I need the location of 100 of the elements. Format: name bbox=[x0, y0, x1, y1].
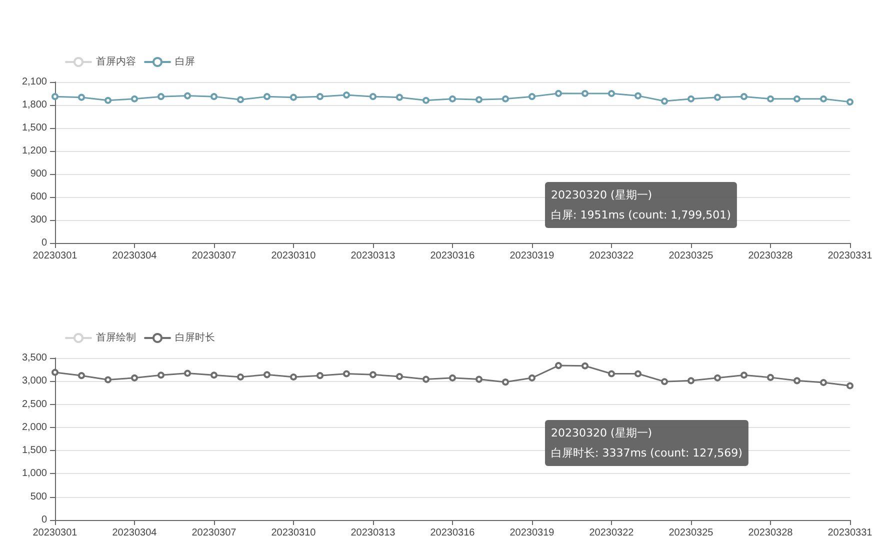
y-tick-label: 900 bbox=[30, 168, 48, 180]
x-tick-label: 20230301 bbox=[32, 528, 78, 538]
x-tick-label: 20230316 bbox=[430, 250, 476, 262]
point bbox=[476, 376, 482, 383]
x-tick-label: 20230319 bbox=[510, 250, 555, 262]
point bbox=[688, 377, 694, 384]
point bbox=[634, 370, 642, 378]
y-tick-label: 2,000 bbox=[22, 422, 48, 433]
x-tick-label: 20230313 bbox=[350, 250, 396, 262]
y-tick-label: 300 bbox=[30, 214, 48, 226]
legend-label: 白屏 bbox=[175, 56, 195, 68]
point bbox=[555, 362, 562, 370]
x-tick-label: 20230304 bbox=[112, 250, 158, 262]
y-tick-label: 2,100 bbox=[22, 76, 48, 88]
x-tick-label: 20230331 bbox=[828, 250, 873, 262]
point bbox=[290, 373, 297, 380]
y-tick-label: 1,500 bbox=[22, 445, 48, 456]
point bbox=[264, 371, 270, 378]
x-tick-label: 20230322 bbox=[589, 250, 634, 262]
point bbox=[316, 93, 324, 100]
point bbox=[846, 98, 854, 106]
point bbox=[528, 374, 536, 382]
legend-label: 首屏绘制 bbox=[96, 332, 136, 344]
point bbox=[502, 95, 509, 102]
point bbox=[714, 94, 721, 101]
annotation: 白屏时长: 3337ms (count: 127,569) bbox=[551, 446, 742, 460]
point bbox=[290, 94, 297, 101]
point bbox=[370, 371, 376, 378]
x-tick-label: 20230331 bbox=[828, 528, 873, 538]
point bbox=[661, 378, 668, 386]
point bbox=[422, 376, 430, 383]
annotation: 20230320 (星期一) bbox=[551, 188, 652, 202]
point bbox=[184, 370, 191, 377]
point bbox=[449, 374, 456, 382]
point bbox=[158, 372, 164, 379]
x-tick-label: 20230325 bbox=[668, 250, 714, 262]
point bbox=[846, 382, 854, 390]
point bbox=[794, 95, 800, 102]
point bbox=[528, 93, 536, 100]
legend-label: 白屏时长 bbox=[175, 332, 215, 344]
x-tick-label: 20230328 bbox=[748, 528, 794, 538]
x-tick-label: 20230304 bbox=[112, 528, 158, 538]
y-tick-label: 1,000 bbox=[22, 468, 48, 480]
point bbox=[555, 90, 562, 97]
point bbox=[661, 98, 668, 105]
point bbox=[449, 95, 456, 102]
point bbox=[210, 93, 218, 100]
point bbox=[104, 96, 112, 104]
y-tick-label: 0 bbox=[41, 514, 48, 526]
point bbox=[316, 372, 324, 380]
point bbox=[210, 372, 218, 379]
y-tick-label: 1,500 bbox=[22, 122, 48, 134]
x-tick-label: 20230310 bbox=[271, 528, 316, 538]
point bbox=[237, 96, 244, 104]
point bbox=[52, 93, 58, 100]
legend-label: 首屏内容 bbox=[96, 56, 136, 68]
y-tick-label: 1,200 bbox=[22, 146, 48, 156]
x-tick-label: 20230316 bbox=[430, 528, 476, 538]
point bbox=[740, 93, 748, 100]
point bbox=[78, 372, 85, 380]
point bbox=[820, 379, 827, 386]
x-tick-label: 20230319 bbox=[510, 528, 555, 538]
annotation: 20230320 (星期一) bbox=[551, 426, 652, 440]
point bbox=[767, 374, 774, 381]
point bbox=[370, 93, 376, 100]
point bbox=[158, 93, 164, 100]
point bbox=[396, 94, 403, 101]
y-tick-label: 500 bbox=[30, 491, 48, 502]
point bbox=[608, 90, 615, 97]
x-tick-label: 20230307 bbox=[192, 528, 237, 538]
point bbox=[237, 373, 244, 380]
y-tick-label: 600 bbox=[30, 192, 48, 202]
x-tick-label: 20230313 bbox=[350, 528, 396, 538]
point bbox=[688, 95, 694, 102]
point bbox=[264, 93, 270, 100]
point bbox=[476, 96, 482, 104]
point bbox=[184, 92, 191, 100]
point bbox=[343, 370, 350, 378]
x-tick-label: 20230310 bbox=[271, 250, 316, 262]
point bbox=[740, 372, 748, 379]
point bbox=[582, 90, 588, 97]
y-tick-label: 3,000 bbox=[22, 376, 48, 387]
point bbox=[52, 368, 58, 376]
annotation: 白屏: 1951ms (count: 1,799,501) bbox=[551, 208, 731, 222]
y-tick-label: 2,500 bbox=[22, 398, 48, 410]
point bbox=[794, 377, 800, 384]
point bbox=[634, 92, 642, 100]
point bbox=[343, 92, 350, 99]
point bbox=[820, 95, 827, 102]
point bbox=[78, 94, 85, 101]
point bbox=[422, 96, 430, 104]
point bbox=[767, 95, 774, 102]
point bbox=[714, 374, 721, 382]
point bbox=[502, 378, 509, 386]
x-tick-label: 20230328 bbox=[748, 250, 794, 262]
point bbox=[131, 95, 138, 102]
point bbox=[396, 373, 403, 380]
x-tick-label: 20230322 bbox=[589, 528, 634, 538]
x-tick-label: 20230301 bbox=[32, 250, 78, 262]
y-tick-label: 1,800 bbox=[22, 100, 48, 110]
